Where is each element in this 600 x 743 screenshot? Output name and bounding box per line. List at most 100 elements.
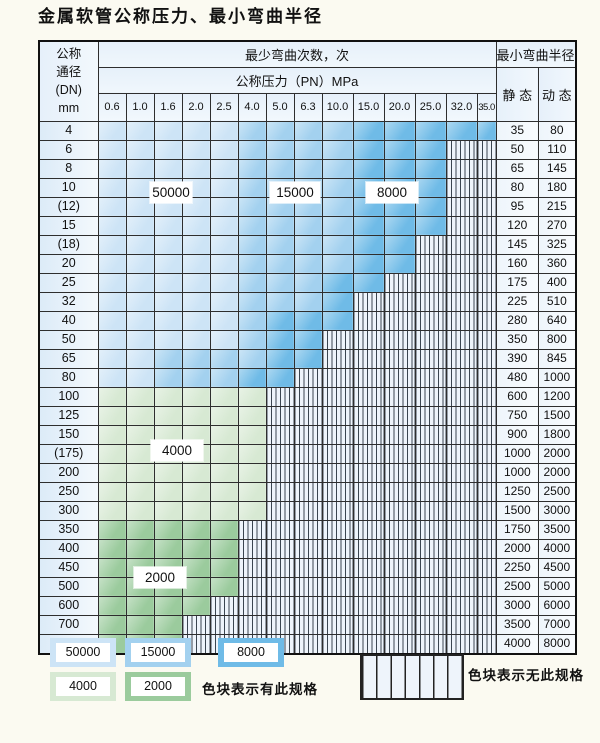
- spec-cell: [352, 120, 385, 141]
- dn-header-line: 通径: [56, 65, 82, 80]
- spec-cell: [209, 158, 239, 179]
- legend-swatch-label: 8000: [224, 643, 278, 662]
- spec-cell: [125, 196, 155, 217]
- no-spec-cell: [383, 462, 416, 483]
- spec-cell: [97, 253, 127, 274]
- no-spec-cell: [321, 614, 354, 635]
- spec-cell: [209, 234, 239, 255]
- no-spec-cell: [352, 386, 385, 407]
- cycle-count-label: 4000: [151, 440, 203, 461]
- spec-cell: [321, 253, 354, 274]
- no-spec-cell: [414, 424, 447, 445]
- spec-cell: [125, 538, 155, 559]
- dynamic-radius-cell: 360: [538, 253, 577, 274]
- table-row: 700 3500 7000: [38, 614, 577, 635]
- spec-cell: [97, 177, 127, 198]
- static-radius-cell: 2000: [495, 538, 540, 559]
- table-row: 6 50 110: [38, 139, 577, 160]
- static-radius-cell: 350: [495, 329, 540, 350]
- spec-cell: [97, 576, 127, 597]
- no-spec-cell: [321, 348, 354, 369]
- spec-cell: [209, 367, 239, 388]
- no-spec-cell: [383, 519, 416, 540]
- spec-cell: [125, 139, 155, 160]
- spec-cell: [265, 310, 295, 331]
- spec-cell: [237, 424, 267, 445]
- dynamic-radius-cell: 800: [538, 329, 577, 350]
- dn-cell: (12): [38, 196, 99, 217]
- no-spec-cell: [445, 367, 478, 388]
- spec-cell: [97, 443, 127, 464]
- no-spec-cell: [476, 196, 497, 217]
- no-spec-cell: [383, 310, 416, 331]
- spec-cell: [383, 234, 416, 255]
- spec-cell: [237, 158, 267, 179]
- spec-cell: [181, 462, 211, 483]
- legend-swatch-label: 15000: [131, 643, 185, 662]
- cycle-count-label: 15000: [270, 182, 320, 203]
- spec-cell: [153, 348, 183, 369]
- no-spec-cell: [352, 500, 385, 521]
- spec-cell: [181, 329, 211, 350]
- no-spec-cell: [414, 253, 447, 274]
- spec-cell: [97, 120, 127, 141]
- spec-cell: [97, 329, 127, 350]
- no-spec-cell: [445, 158, 478, 179]
- spec-cell: [265, 367, 295, 388]
- spec-cell: [265, 272, 295, 293]
- no-spec-cell: [414, 386, 447, 407]
- pressure-col-header: 10.0: [321, 92, 354, 122]
- spec-cell: [265, 158, 295, 179]
- spec-cell: [125, 215, 155, 236]
- no-spec-cell: [445, 519, 478, 540]
- spec-cell: [265, 329, 295, 350]
- spec-cell: [265, 253, 295, 274]
- pressure-col-header: 5.0: [265, 92, 295, 122]
- spec-cell: [237, 177, 267, 198]
- spec-cell: [209, 139, 239, 160]
- spec-cell: [414, 158, 447, 179]
- spec-cell: [209, 253, 239, 274]
- no-spec-cell: [476, 386, 497, 407]
- dynamic-radius-cell: 400: [538, 272, 577, 293]
- spec-cell: [237, 215, 267, 236]
- spec-cell: [181, 386, 211, 407]
- no-spec-cell: [414, 405, 447, 426]
- no-spec-cell: [352, 633, 385, 654]
- no-spec-cell: [414, 272, 447, 293]
- no-spec-cell: [445, 557, 478, 578]
- spec-cell: [414, 177, 447, 198]
- dn-cell: 8: [38, 158, 99, 179]
- static-radius-cell: 1750: [495, 519, 540, 540]
- spec-cell: [97, 614, 127, 635]
- spec-cell: [125, 481, 155, 502]
- spec-cell: [181, 272, 211, 293]
- spec-cell: [97, 215, 127, 236]
- no-spec-cell: [445, 576, 478, 597]
- no-spec-cell: [445, 481, 478, 502]
- no-spec-cell: [321, 519, 354, 540]
- pressure-values-row: 0.6 1.0 1.6 2.0 2.5 4.0 5.0 6.3 10.0 15.0 20.0 25.0…: [39, 92, 576, 122]
- dn-cell: 80: [38, 367, 99, 388]
- spec-cell: [383, 120, 416, 141]
- spec-cell: [237, 443, 267, 464]
- pressure-col-header: 1.6: [153, 92, 183, 122]
- no-spec-cell: [445, 500, 478, 521]
- no-spec-cell: [383, 557, 416, 578]
- spec-cell: [97, 234, 127, 255]
- spec-cell: [383, 215, 416, 236]
- spec-cell: [153, 234, 183, 255]
- spec-cell: [97, 595, 127, 616]
- spec-cell: [97, 348, 127, 369]
- cycle-count-label: 2000: [134, 567, 186, 588]
- no-spec-cell: [476, 139, 497, 160]
- no-spec-cell: [445, 253, 478, 274]
- spec-cell: [237, 367, 267, 388]
- spec-cell: [97, 500, 127, 521]
- spec-cell: [321, 158, 354, 179]
- dn-cell: 200: [38, 462, 99, 483]
- spec-cell: [153, 367, 183, 388]
- legend-swatch-label: 50000: [56, 643, 110, 662]
- spec-cell: [181, 120, 211, 141]
- no-spec-cell: [265, 500, 295, 521]
